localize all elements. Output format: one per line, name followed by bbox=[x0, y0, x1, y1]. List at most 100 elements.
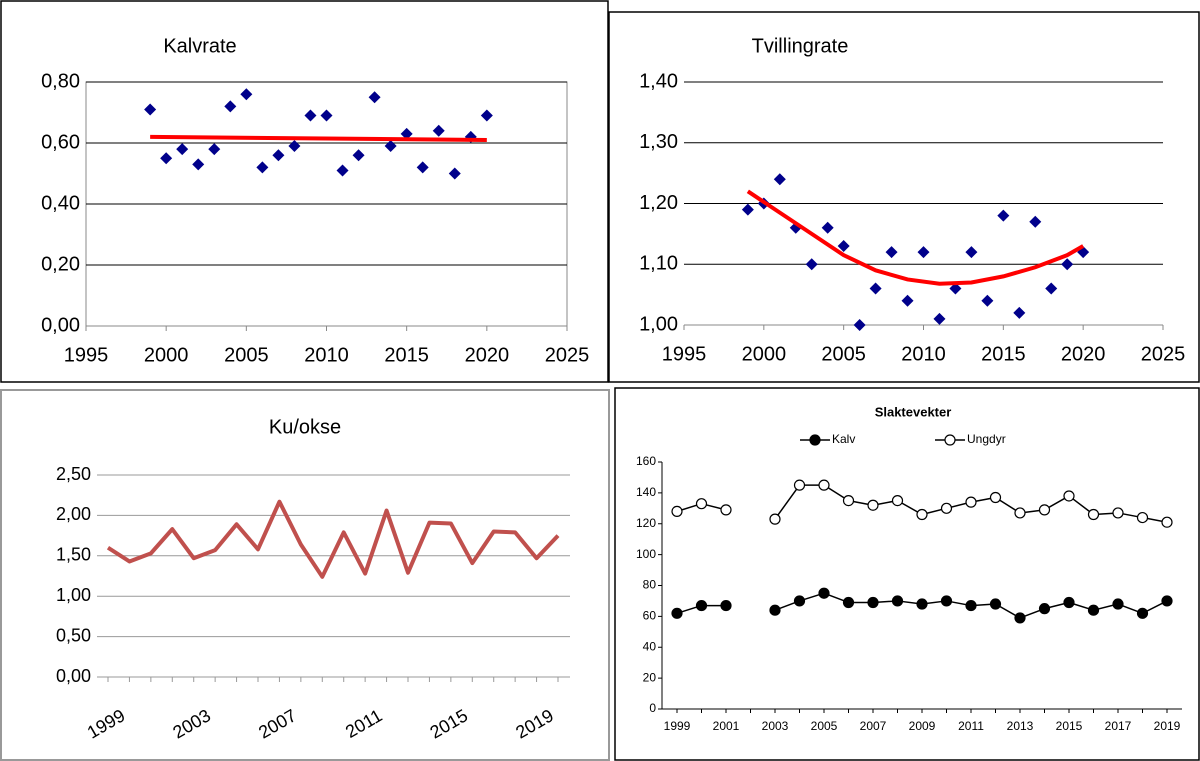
data-point bbox=[933, 312, 946, 325]
y-tick-label: 20 bbox=[643, 670, 657, 684]
data-point bbox=[671, 505, 683, 517]
y-tick-label: 1,40 bbox=[639, 70, 678, 92]
x-tick-label: 2007 bbox=[860, 719, 887, 733]
data-point bbox=[384, 140, 397, 153]
x-tick-label: 2007 bbox=[255, 705, 300, 742]
data-point bbox=[989, 598, 1002, 610]
panel-frame bbox=[608, 11, 1200, 383]
x-tick-label: 2015 bbox=[384, 344, 429, 366]
data-point bbox=[160, 152, 173, 165]
data-point bbox=[208, 143, 221, 156]
panel-frame bbox=[0, 0, 609, 383]
data-point bbox=[1013, 306, 1026, 319]
x-tick-label: 2025 bbox=[545, 344, 590, 366]
y-tick-label: 0 bbox=[649, 701, 656, 715]
y-tick-label: 0,00 bbox=[41, 314, 80, 336]
data-point bbox=[769, 604, 781, 616]
data-point bbox=[818, 479, 830, 491]
panel-frame bbox=[614, 387, 1200, 761]
data-point bbox=[671, 607, 683, 619]
chart-title: Tvillingrate bbox=[752, 35, 849, 57]
data-point bbox=[773, 173, 786, 186]
data-point bbox=[1161, 595, 1173, 607]
y-tick-label: 0,50 bbox=[56, 625, 91, 645]
chart-title: Kalvrate bbox=[163, 35, 236, 57]
data-point bbox=[997, 209, 1010, 222]
data-point bbox=[448, 167, 461, 180]
data-point bbox=[1063, 596, 1075, 609]
data-point bbox=[1087, 508, 1100, 521]
data-point bbox=[336, 164, 349, 177]
legend-marker bbox=[809, 434, 821, 446]
data-point bbox=[793, 479, 806, 491]
x-tick-label: 2000 bbox=[144, 344, 189, 366]
data-point bbox=[853, 319, 866, 331]
data-point bbox=[1029, 215, 1042, 228]
data-point bbox=[916, 598, 928, 610]
data-point bbox=[741, 203, 754, 216]
x-tick-label: 2020 bbox=[1061, 343, 1106, 365]
x-tick-label: 2015 bbox=[1056, 719, 1083, 733]
data-point bbox=[1112, 598, 1124, 610]
x-tick-label: 2025 bbox=[1141, 343, 1186, 365]
data-point bbox=[720, 599, 732, 612]
y-tick-label: 0,40 bbox=[41, 192, 80, 214]
data-point bbox=[720, 504, 732, 516]
x-tick-label: 2015 bbox=[981, 343, 1026, 365]
data-point bbox=[965, 496, 977, 508]
data-point bbox=[837, 240, 850, 253]
data-point bbox=[1087, 604, 1100, 616]
data-point bbox=[1014, 507, 1026, 519]
data-point bbox=[1045, 282, 1058, 295]
data-point bbox=[821, 221, 834, 234]
data-point bbox=[352, 149, 365, 162]
y-tick-label: 0,80 bbox=[41, 70, 80, 92]
data-point bbox=[885, 246, 898, 259]
legend-marker bbox=[944, 434, 956, 446]
data-point bbox=[1061, 258, 1074, 271]
data-point bbox=[1038, 603, 1051, 615]
data-point bbox=[1014, 612, 1026, 624]
data-point bbox=[304, 109, 317, 122]
y-tick-label: 160 bbox=[636, 454, 656, 468]
data-point bbox=[917, 246, 930, 259]
x-tick-label: 2005 bbox=[224, 344, 269, 366]
y-tick-label: 1,10 bbox=[639, 253, 678, 275]
data-point bbox=[869, 282, 882, 295]
x-tick-label: 2013 bbox=[1007, 719, 1034, 733]
data-point bbox=[176, 143, 189, 156]
x-tick-label: 2011 bbox=[958, 719, 984, 733]
data-point bbox=[793, 595, 806, 607]
y-tick-label: 1,20 bbox=[639, 192, 678, 214]
y-tick-label: 1,30 bbox=[639, 131, 678, 153]
y-tick-label: 80 bbox=[643, 578, 657, 592]
data-point bbox=[400, 127, 413, 140]
x-tick-label: 1999 bbox=[664, 719, 691, 733]
data-point bbox=[288, 140, 301, 153]
y-tick-label: 2,50 bbox=[56, 464, 91, 484]
data-point bbox=[272, 149, 285, 162]
data-point bbox=[891, 494, 904, 507]
data-point bbox=[480, 109, 493, 122]
y-tick-label: 100 bbox=[636, 547, 656, 561]
trend-line bbox=[150, 134, 487, 142]
legend-label: Ungdyr bbox=[967, 432, 1006, 446]
x-tick-label: 2020 bbox=[465, 344, 510, 366]
y-tick-label: 1,00 bbox=[56, 585, 91, 605]
x-tick-label: 1995 bbox=[662, 343, 707, 365]
data-point bbox=[1161, 516, 1173, 528]
data-point bbox=[981, 294, 994, 307]
y-tick-label: 0,60 bbox=[41, 131, 80, 153]
data-point bbox=[256, 161, 269, 174]
legend-label: Kalv bbox=[832, 432, 855, 446]
data-point bbox=[368, 91, 381, 104]
x-tick-label: 2015 bbox=[427, 705, 472, 742]
x-tick-label: 2011 bbox=[342, 705, 386, 742]
data-point bbox=[695, 599, 708, 612]
y-tick-label: 2,00 bbox=[56, 504, 91, 524]
data-point bbox=[1136, 607, 1149, 619]
data-point bbox=[805, 258, 818, 271]
data-point bbox=[891, 595, 904, 607]
data-point bbox=[867, 499, 879, 511]
